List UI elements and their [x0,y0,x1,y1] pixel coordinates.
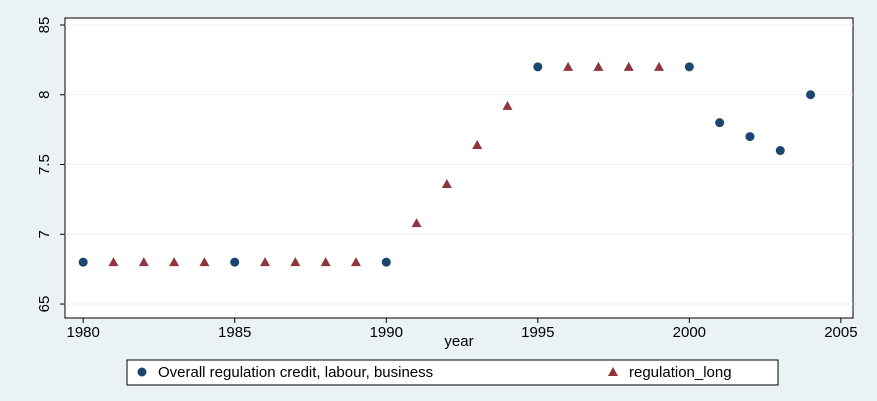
y-tick-label: 7.5 [36,154,53,175]
x-tick-label: 1990 [370,324,403,341]
x-axis-label: year [444,333,473,350]
legend-label: Overall regulation credit, labour, busin… [158,364,433,381]
x-tick-label: 2005 [824,324,857,341]
triangle-marker [563,61,574,71]
triangle-marker [593,61,604,71]
triangle-marker [199,257,210,267]
circle-marker [533,62,543,72]
circle-marker [745,132,755,142]
triangle-marker [320,257,331,267]
triangle-marker [411,218,422,228]
triangle-marker [169,257,180,267]
triangle-marker [108,257,119,267]
triangle-marker [502,100,513,110]
triangle-marker [290,257,301,267]
x-tick-label: 1980 [66,324,99,341]
triangle-marker [608,367,618,376]
triangle-marker [350,257,361,267]
triangle-marker [472,139,483,149]
y-tick-label: 65 [36,296,53,313]
plot-area [64,17,854,319]
triangle-marker [623,61,634,71]
circle-marker [230,257,240,267]
circle-marker [684,62,694,72]
triangle-marker [654,61,665,71]
triangle-marker [260,257,271,267]
circle-marker [381,257,391,267]
x-tick-label: 1985 [218,324,251,341]
triangle-marker [138,257,149,267]
y-tick-label: 7 [36,230,53,238]
circle-marker [78,257,88,267]
y-tick-label: 8 [36,91,53,99]
legend-box [126,359,779,386]
circle-marker [775,146,785,156]
y-tick-label: 85 [36,17,53,34]
circle-marker [137,367,147,377]
x-tick-label: 1995 [521,324,554,341]
circle-marker [715,118,725,128]
circle-marker [806,90,816,100]
legend-label: regulation_long [629,364,732,381]
triangle-marker [441,179,452,189]
x-tick-label: 2000 [673,324,706,341]
